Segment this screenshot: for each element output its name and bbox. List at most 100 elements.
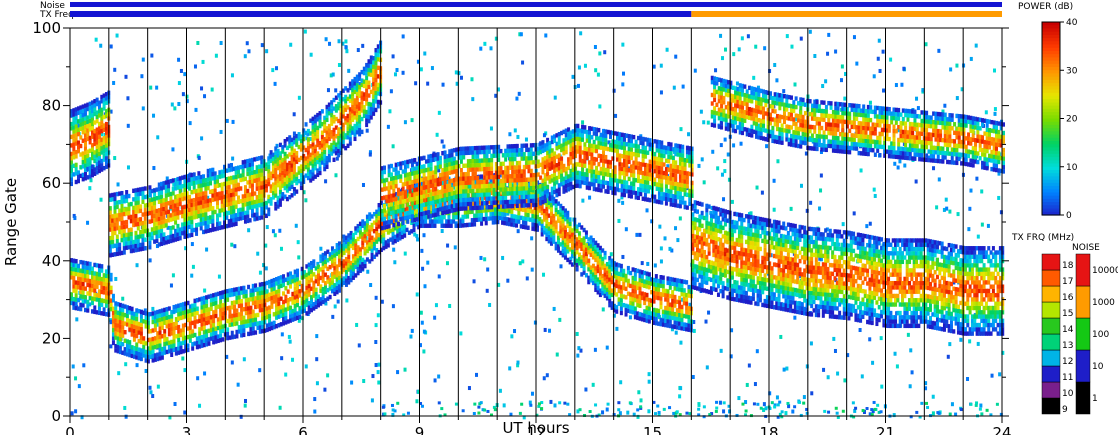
band-0-cell [275, 302, 279, 308]
band-0-cell [179, 315, 183, 321]
band-0-cell [309, 286, 313, 291]
band-0-cell [517, 219, 521, 224]
scatter-echo [824, 79, 828, 84]
band-0-cell [244, 319, 248, 324]
band-0-cell [289, 318, 293, 323]
band-0-cell [396, 211, 400, 217]
near-range-echo [925, 401, 929, 405]
scatter-echo [646, 261, 650, 266]
band-0-cell [118, 328, 122, 333]
band-0-cell [165, 307, 169, 312]
band-0-cell [170, 322, 174, 328]
scatter-echo [637, 390, 641, 395]
band-0-cell [132, 316, 136, 321]
band-0-cell [330, 288, 334, 294]
band-0-cell [421, 206, 425, 211]
band-0-cell [358, 255, 362, 261]
band-0-cell [384, 227, 388, 232]
scatter-echo [543, 327, 547, 332]
band-1-cell [887, 306, 891, 311]
scatter-echo [909, 348, 913, 353]
scatter-echo [722, 409, 726, 414]
band-0-cell [158, 326, 162, 331]
scatter-echo [740, 36, 744, 41]
band-0-cell [268, 305, 272, 310]
scatter-echo [621, 254, 625, 259]
band-1-cell [894, 315, 898, 320]
band-1-cell [784, 243, 788, 248]
scatter-echo [993, 107, 997, 112]
band-0-cell [293, 295, 297, 300]
band-0-cell [128, 340, 132, 345]
band-0-cell [582, 266, 586, 271]
band-0-cell [137, 338, 141, 344]
scatter-echo [948, 342, 952, 347]
band-0-cell [70, 296, 73, 301]
band-0-cell [263, 290, 267, 295]
scatter-echo [377, 380, 381, 385]
band-1-cell [863, 263, 867, 269]
band-1-cell [861, 297, 865, 302]
scatter-echo [126, 123, 130, 128]
band-0-cell [165, 336, 169, 342]
band-1-cell [842, 315, 846, 320]
scatter-echo [483, 257, 487, 262]
band-0-cell [249, 322, 253, 328]
band-1-cell [828, 245, 832, 251]
band-0-cell [230, 305, 234, 310]
band-0-cell [95, 276, 99, 281]
scatter-echo [297, 255, 301, 260]
band-0-cell [142, 319, 146, 324]
band-0-cell [205, 333, 209, 338]
scatter-echo [576, 353, 580, 358]
band-0-cell [258, 308, 262, 313]
band-0-cell [109, 302, 113, 308]
scatter-echo [89, 178, 93, 183]
band-0-cell [219, 295, 223, 300]
scatter-echo [479, 46, 483, 51]
band-0-cell [272, 286, 276, 291]
scatter-echo [645, 208, 649, 213]
band-0-cell [83, 299, 87, 304]
scatter-echo [871, 409, 875, 414]
scatter-echo [440, 139, 444, 144]
scatter-echo [309, 52, 313, 57]
band-0-cell [226, 306, 230, 311]
scatter-echo [902, 66, 906, 71]
near-range-echo [662, 407, 666, 411]
scatter-echo [603, 50, 607, 55]
band-1-cell [870, 303, 874, 309]
band-0-cell [207, 328, 211, 334]
band-0-cell [81, 294, 85, 299]
band-1-cell [798, 258, 802, 264]
band-0-cell [74, 267, 78, 272]
band-0-cell [468, 184, 472, 189]
band-0-cell [158, 309, 162, 314]
band-0-cell [156, 343, 160, 349]
band-0-cell [356, 258, 360, 263]
band-0-cell [305, 277, 309, 282]
band-0-cell [265, 280, 269, 286]
band-0-cell [282, 304, 286, 309]
band-0-cell [200, 334, 204, 340]
band-1-cell [847, 260, 851, 265]
scatter-echo [179, 68, 183, 73]
band-1-cell [756, 254, 760, 260]
band-0-cell [298, 289, 302, 294]
band-0-cell [181, 332, 185, 337]
near-range-echo [959, 408, 963, 412]
scatter-echo [419, 67, 423, 72]
band-0-cell [384, 240, 388, 245]
band-0-cell [258, 295, 262, 300]
band-0-cell [258, 303, 262, 309]
band-0-cell [424, 206, 428, 211]
scatter-echo [271, 68, 275, 73]
band-0-cell [372, 254, 376, 259]
band-0-cell [277, 314, 281, 319]
band-0-cell [244, 323, 248, 329]
scatter-echo [225, 118, 229, 123]
band-0-cell [237, 329, 241, 334]
band-0-cell [121, 307, 125, 313]
scatter-echo [117, 371, 121, 376]
band-0-cell [277, 280, 281, 285]
